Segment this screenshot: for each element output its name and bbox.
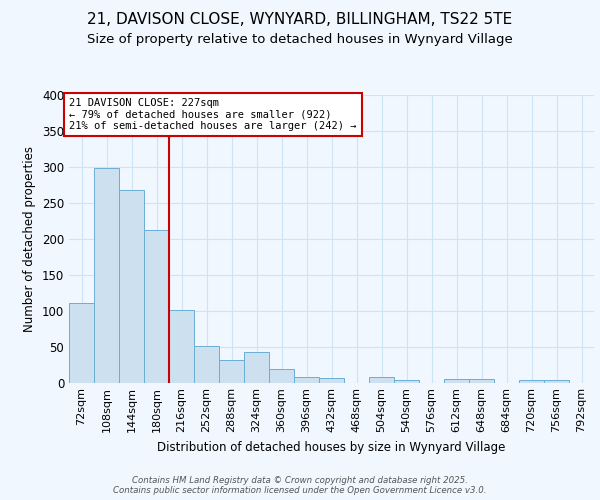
Bar	[169, 310, 194, 382]
Bar	[319, 378, 344, 382]
Bar	[519, 380, 544, 382]
Y-axis label: Number of detached properties: Number of detached properties	[23, 146, 37, 332]
Bar	[69, 304, 94, 382]
X-axis label: Distribution of detached houses by size in Wynyard Village: Distribution of detached houses by size …	[157, 441, 506, 454]
Bar	[219, 360, 244, 382]
Bar	[369, 377, 394, 382]
Bar	[544, 380, 569, 382]
Text: 21 DAVISON CLOSE: 227sqm
← 79% of detached houses are smaller (922)
21% of semi-: 21 DAVISON CLOSE: 227sqm ← 79% of detach…	[69, 98, 356, 131]
Bar	[444, 379, 469, 382]
Bar	[244, 352, 269, 382]
Bar	[194, 346, 219, 383]
Text: Contains HM Land Registry data © Crown copyright and database right 2025.
Contai: Contains HM Land Registry data © Crown c…	[113, 476, 487, 495]
Bar	[269, 369, 294, 382]
Bar	[144, 230, 169, 382]
Bar	[469, 379, 494, 382]
Bar	[94, 168, 119, 382]
Text: Size of property relative to detached houses in Wynyard Village: Size of property relative to detached ho…	[87, 32, 513, 46]
Bar	[294, 378, 319, 382]
Bar	[394, 380, 419, 382]
Bar	[119, 190, 144, 382]
Text: 21, DAVISON CLOSE, WYNYARD, BILLINGHAM, TS22 5TE: 21, DAVISON CLOSE, WYNYARD, BILLINGHAM, …	[88, 12, 512, 28]
